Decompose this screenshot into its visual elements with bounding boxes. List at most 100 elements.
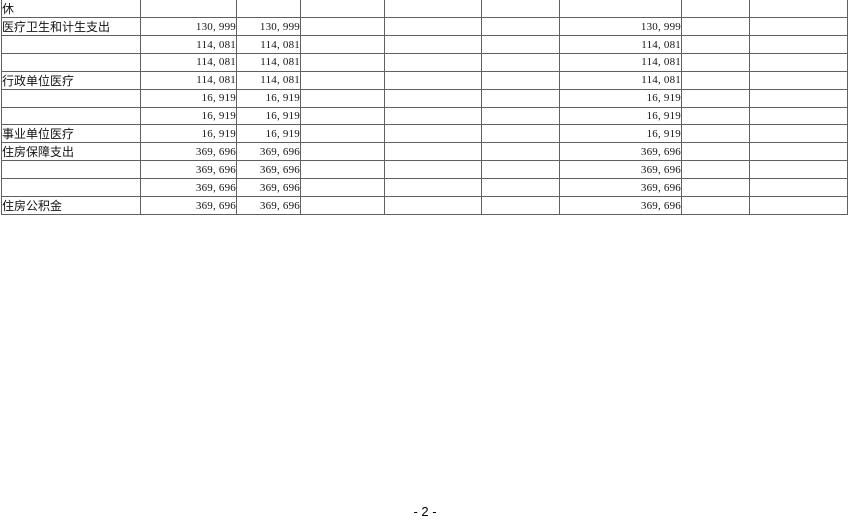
empty-cell [481,142,560,162]
empty-cell [681,160,750,180]
amount-cell: 114, 081 [140,53,237,72]
table-row: 369, 696 369, 696 369, 696 [1,178,848,198]
amount-cell: 16, 919 [236,106,301,126]
empty-cell [681,53,750,72]
empty-cell [749,106,848,126]
empty-cell [300,53,385,72]
empty-cell [749,124,848,144]
empty-cell [749,70,848,90]
amount-cell [140,0,237,19]
empty-cell [681,88,750,108]
page-number: - 2 - [413,504,437,519]
row-label-cell: 事业单位医疗 [1,124,141,144]
empty-cell [300,178,385,198]
amount-cell: 369, 696 [140,142,237,162]
row-label-cell: 住房公积金 [1,196,141,216]
empty-cell [384,35,482,55]
table-row: 行政单位医疗 114, 081 114, 081 114, 081 [1,70,848,90]
row-label-cell [1,160,141,180]
amount-cell: 16, 919 [236,124,301,144]
empty-cell [481,178,560,198]
table-row: 医疗卫生和计生支出 130, 999 130, 999 130, 999 [1,17,848,37]
empty-cell [384,196,482,216]
empty-cell [300,124,385,144]
table-row: 住房保障支出 369, 696 369, 696 369, 696 [1,142,848,162]
amount-cell: 369, 696 [559,178,682,198]
table-row: 114, 081 114, 081 114, 081 [1,53,848,72]
empty-cell [384,0,482,19]
amount-cell: 369, 696 [140,178,237,198]
amount-cell: 114, 081 [559,53,682,72]
row-label-cell [1,35,141,55]
amount-cell: 369, 696 [140,196,237,216]
empty-cell [681,196,750,216]
row-label-cell [1,106,141,126]
amount-cell: 369, 696 [236,160,301,180]
empty-cell [384,142,482,162]
amount-cell: 114, 081 [236,35,301,55]
amount-cell: 114, 081 [559,70,682,90]
amount-cell: 16, 919 [559,124,682,144]
amount-cell: 16, 919 [559,106,682,126]
amount-cell: 369, 696 [559,196,682,216]
empty-cell [681,70,750,90]
empty-cell [681,35,750,55]
empty-cell [749,17,848,37]
table-row: 16, 919 16, 919 16, 919 [1,88,848,108]
row-label-cell [1,178,141,198]
empty-cell [384,70,482,90]
empty-cell [384,106,482,126]
row-label-cell [1,88,141,108]
empty-cell [481,196,560,216]
amount-cell: 16, 919 [140,106,237,126]
empty-cell [681,106,750,126]
empty-cell [681,0,750,19]
empty-cell [749,196,848,216]
amount-cell: 369, 696 [559,142,682,162]
empty-cell [300,35,385,55]
empty-cell [749,178,848,198]
empty-cell [300,142,385,162]
table-row: 369, 696 369, 696 369, 696 [1,160,848,180]
empty-cell [749,88,848,108]
empty-cell [481,17,560,37]
amount-cell: 114, 081 [559,35,682,55]
amount-cell: 114, 081 [140,35,237,55]
empty-cell [681,17,750,37]
empty-cell [481,88,560,108]
table-row: 住房公积金 369, 696 369, 696 369, 696 [1,196,848,216]
empty-cell [384,124,482,144]
empty-cell [481,160,560,180]
amount-cell: 369, 696 [559,160,682,180]
empty-cell [384,160,482,180]
empty-cell [749,160,848,180]
empty-cell [300,160,385,180]
amount-cell: 369, 696 [236,196,301,216]
amount-cell: 369, 696 [236,142,301,162]
amount-cell: 16, 919 [140,124,237,144]
amount-cell: 130, 999 [140,17,237,37]
amount-cell: 16, 919 [140,88,237,108]
empty-cell [300,0,385,19]
table-row: 事业单位医疗 16, 919 16, 919 16, 919 [1,124,848,144]
amount-cell: 130, 999 [559,17,682,37]
row-label-cell: 医疗卫生和计生支出 [1,17,141,37]
empty-cell [749,0,848,19]
empty-cell [681,142,750,162]
empty-cell [384,53,482,72]
amount-cell: 114, 081 [140,70,237,90]
empty-cell [384,17,482,37]
table-row: 114, 081 114, 081 114, 081 [1,35,848,55]
empty-cell [481,35,560,55]
empty-cell [481,0,560,19]
empty-cell [384,178,482,198]
amount-cell: 369, 696 [236,178,301,198]
empty-cell [681,178,750,198]
amount-cell: 114, 081 [236,70,301,90]
row-label-cell: 住房保障支出 [1,142,141,162]
empty-cell [749,53,848,72]
table-row: 16, 919 16, 919 16, 919 [1,106,848,126]
amount-cell: 114, 081 [236,53,301,72]
row-label-cell: 休 [1,0,141,19]
empty-cell [384,88,482,108]
